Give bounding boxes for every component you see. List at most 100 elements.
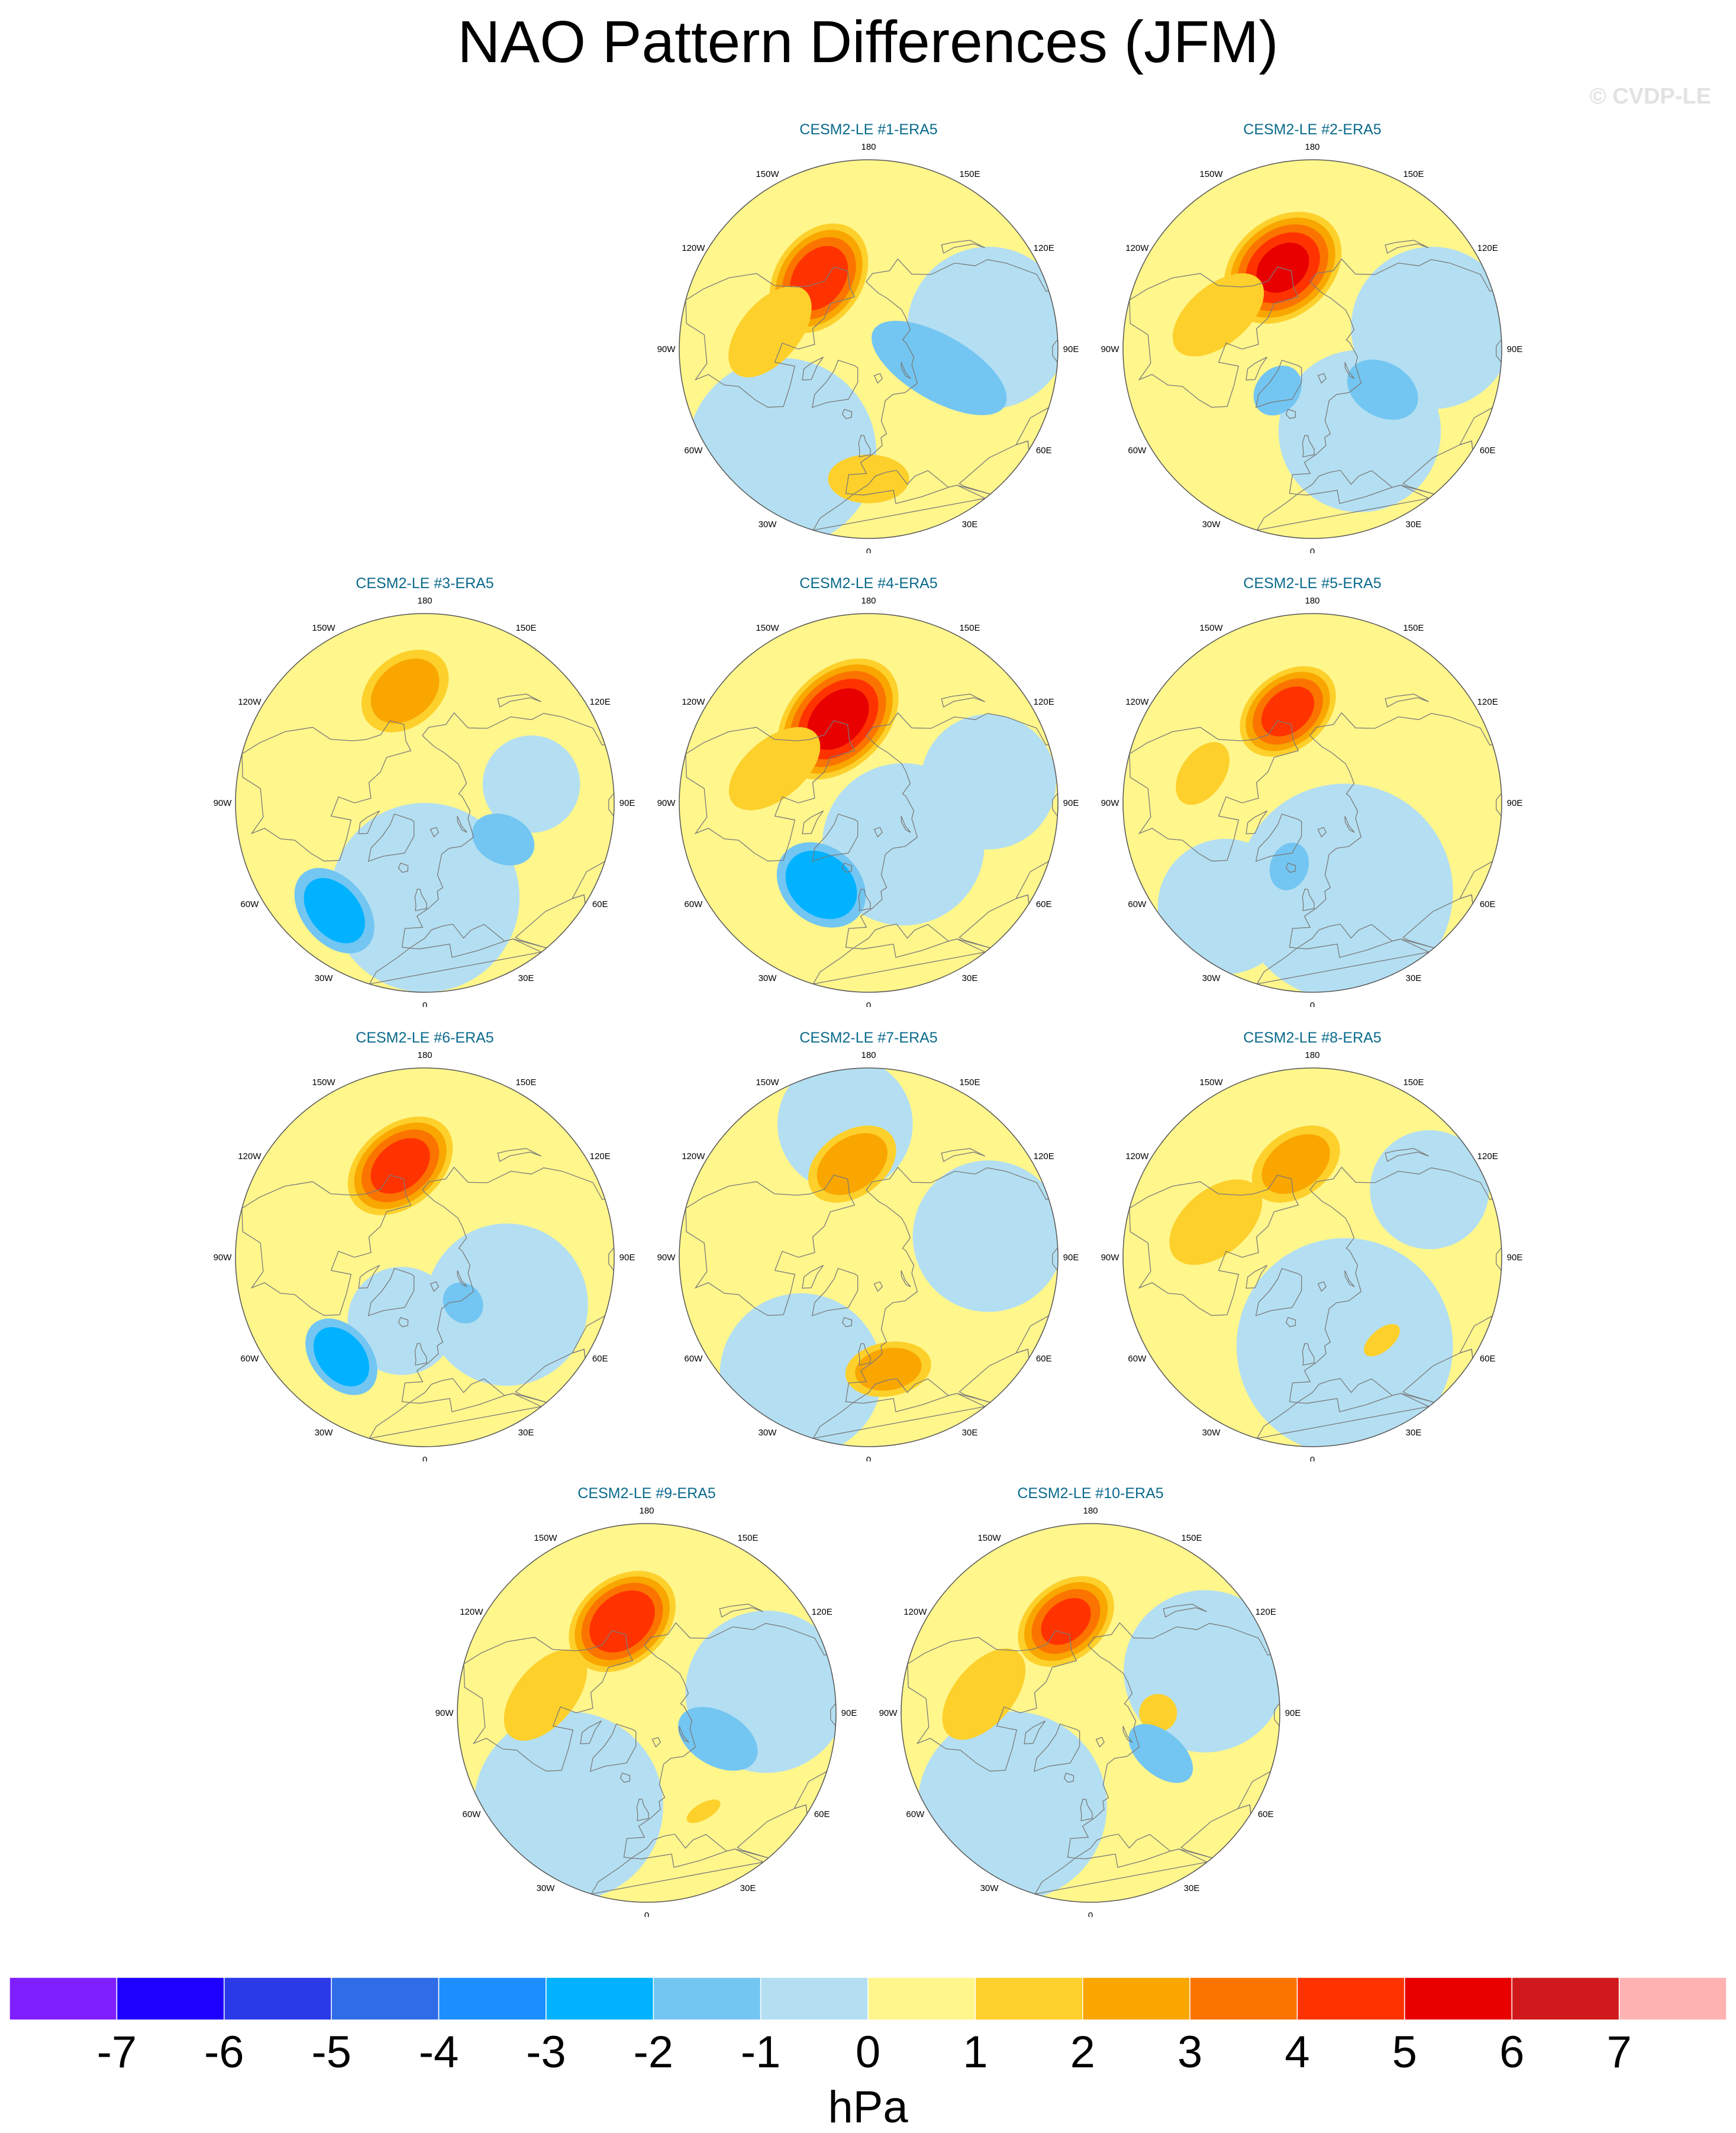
anomaly-contour: [589, 1590, 655, 1653]
longitude-label: 30E: [1406, 973, 1422, 983]
longitude-label: 30W: [759, 519, 777, 530]
longitude-label: 90W: [1101, 798, 1120, 808]
longitude-label: 180: [1305, 142, 1319, 152]
coastline: [1245, 1264, 1268, 1289]
longitude-label: 150E: [737, 1533, 758, 1543]
longitude-label: 90E: [1507, 1253, 1523, 1263]
colorbar-tick-label: -1: [740, 2027, 781, 2077]
colorbar-tick-label: 4: [1285, 2027, 1310, 2077]
coastline: [1255, 813, 1302, 862]
coastline: [1255, 359, 1302, 408]
coastline: [1256, 1393, 1431, 1439]
coastline: [812, 485, 987, 531]
coastline: [589, 1723, 637, 1772]
field-patch: [917, 1711, 1107, 1901]
longitude-label: 150E: [959, 623, 980, 633]
longitude-label: 150E: [959, 1077, 980, 1088]
map-boundary: [1122, 159, 1502, 539]
coastline: [580, 1720, 602, 1744]
map-panel: CESM2-LE #2-ERA5 180 150E 120E 90E 60E 30E 0 30W…: [1099, 121, 1525, 553]
colorbar-swatch: [546, 1977, 654, 2020]
longitude-label: 60W: [1128, 446, 1147, 456]
field-patch: [912, 1160, 1058, 1312]
longitude-label: 60E: [1480, 446, 1496, 456]
coastline: [398, 862, 409, 873]
coastline: [1302, 889, 1315, 912]
colorbar: [9, 1977, 1727, 2020]
longitude-label: 120W: [682, 697, 705, 707]
longitude-label: 150W: [977, 1533, 1001, 1543]
longitude-label: 60W: [240, 899, 259, 909]
longitude-label: 150W: [756, 169, 779, 179]
map-panel: CESM2-LE #8-ERA5 180 150E 120E 90E 60E 30E 0 30W…: [1099, 1030, 1525, 1461]
colorbar-swatch: [1189, 1977, 1298, 2020]
anomaly-contour: [443, 1282, 483, 1324]
field-patch: [1236, 1238, 1453, 1447]
longitude-label: 0: [644, 1911, 649, 1917]
longitude-label: 150W: [1199, 623, 1223, 633]
longitude-label: 60W: [684, 1354, 703, 1364]
colorbar-tick-label: 5: [1392, 2027, 1418, 2077]
colorbar-tick-label: 2: [1070, 2027, 1095, 2077]
coastline: [369, 938, 543, 985]
coastline: [358, 1264, 380, 1289]
longitude-label: 30E: [740, 1883, 756, 1893]
longitude-label: 90E: [1507, 344, 1523, 354]
longitude-label: 90E: [1063, 1253, 1079, 1263]
longitude-label: 150W: [312, 623, 335, 633]
coastline: [1245, 356, 1268, 380]
coastline: [1302, 1343, 1315, 1366]
coastline: [457, 1270, 467, 1287]
longitude-label: 30E: [518, 973, 534, 983]
longitude-label: 180: [861, 1050, 876, 1060]
anomaly-contour: [1364, 1324, 1400, 1357]
colorbar-swatch: [1618, 1977, 1727, 2020]
coastline: [841, 1316, 853, 1328]
coastline: [358, 810, 380, 834]
map-panel: CESM2-LE #3-ERA5 180 150E 120E 90E 60E 30E 0 30W…: [212, 575, 638, 1007]
coastline: [941, 240, 985, 254]
longitude-label: 30E: [962, 519, 978, 530]
coastline: [457, 816, 467, 833]
map-panels: CESM2-LE #1-ERA5 180 150E 120E 90E 60E 30E 0 30W…: [212, 121, 1525, 1917]
anomaly-contour: [370, 659, 440, 724]
longitude-label: 120W: [682, 243, 705, 253]
coastline: [1245, 810, 1268, 834]
coastline: [591, 1848, 765, 1895]
anomaly-contour: [828, 454, 909, 504]
polar-map: 180 150E 120E 90E 60E 30E 0 30W 60W 90W 120W 150W: [657, 596, 1079, 1007]
field-patch: [921, 714, 1056, 850]
coastline: [1122, 1726, 1133, 1743]
anomaly-contour: [817, 1133, 888, 1195]
longitude-label: 0: [866, 1001, 871, 1007]
longitude-label: 0: [866, 1455, 871, 1461]
polar-map: 180 150E 120E 90E 60E 30E 0 30W 60W 90W 120W 150W: [657, 142, 1079, 553]
longitude-label: 30E: [518, 1428, 534, 1438]
longitude-label: 30W: [759, 1428, 777, 1438]
colorbar-swatch: [331, 1977, 440, 2020]
longitude-label: 60E: [1036, 1354, 1052, 1364]
longitude-label: 30E: [1406, 1428, 1422, 1438]
watermark: © CVDP-LE: [1589, 84, 1711, 109]
longitude-label: 60E: [592, 1354, 608, 1364]
longitude-label: 0: [1310, 1455, 1315, 1461]
anomaly-contour: [1128, 1724, 1193, 1783]
coastline: [1385, 693, 1429, 708]
longitude-label: 120W: [904, 1607, 927, 1617]
colorbar-swatch: [653, 1977, 761, 2020]
coastline: [679, 1726, 689, 1743]
coastline: [1285, 408, 1296, 419]
coastline: [1063, 1772, 1074, 1783]
anomaly-contour: [1169, 1179, 1263, 1265]
coastline: [841, 408, 853, 419]
field-patch: [482, 735, 580, 833]
polar-map: 180 150E 120E 90E 60E 30E 0 30W 60W 90W 120W 150W: [214, 596, 635, 1007]
panel-title: CESM2-LE #5-ERA5: [1243, 575, 1382, 592]
field-patch: [1157, 838, 1293, 974]
anomaly-contour: [1261, 1134, 1330, 1194]
longitude-label: 180: [1305, 596, 1319, 606]
field-patch: [425, 1223, 588, 1386]
map-boundary: [679, 613, 1059, 993]
longitude-label: 30W: [315, 1428, 334, 1438]
coastline: [1285, 862, 1296, 873]
